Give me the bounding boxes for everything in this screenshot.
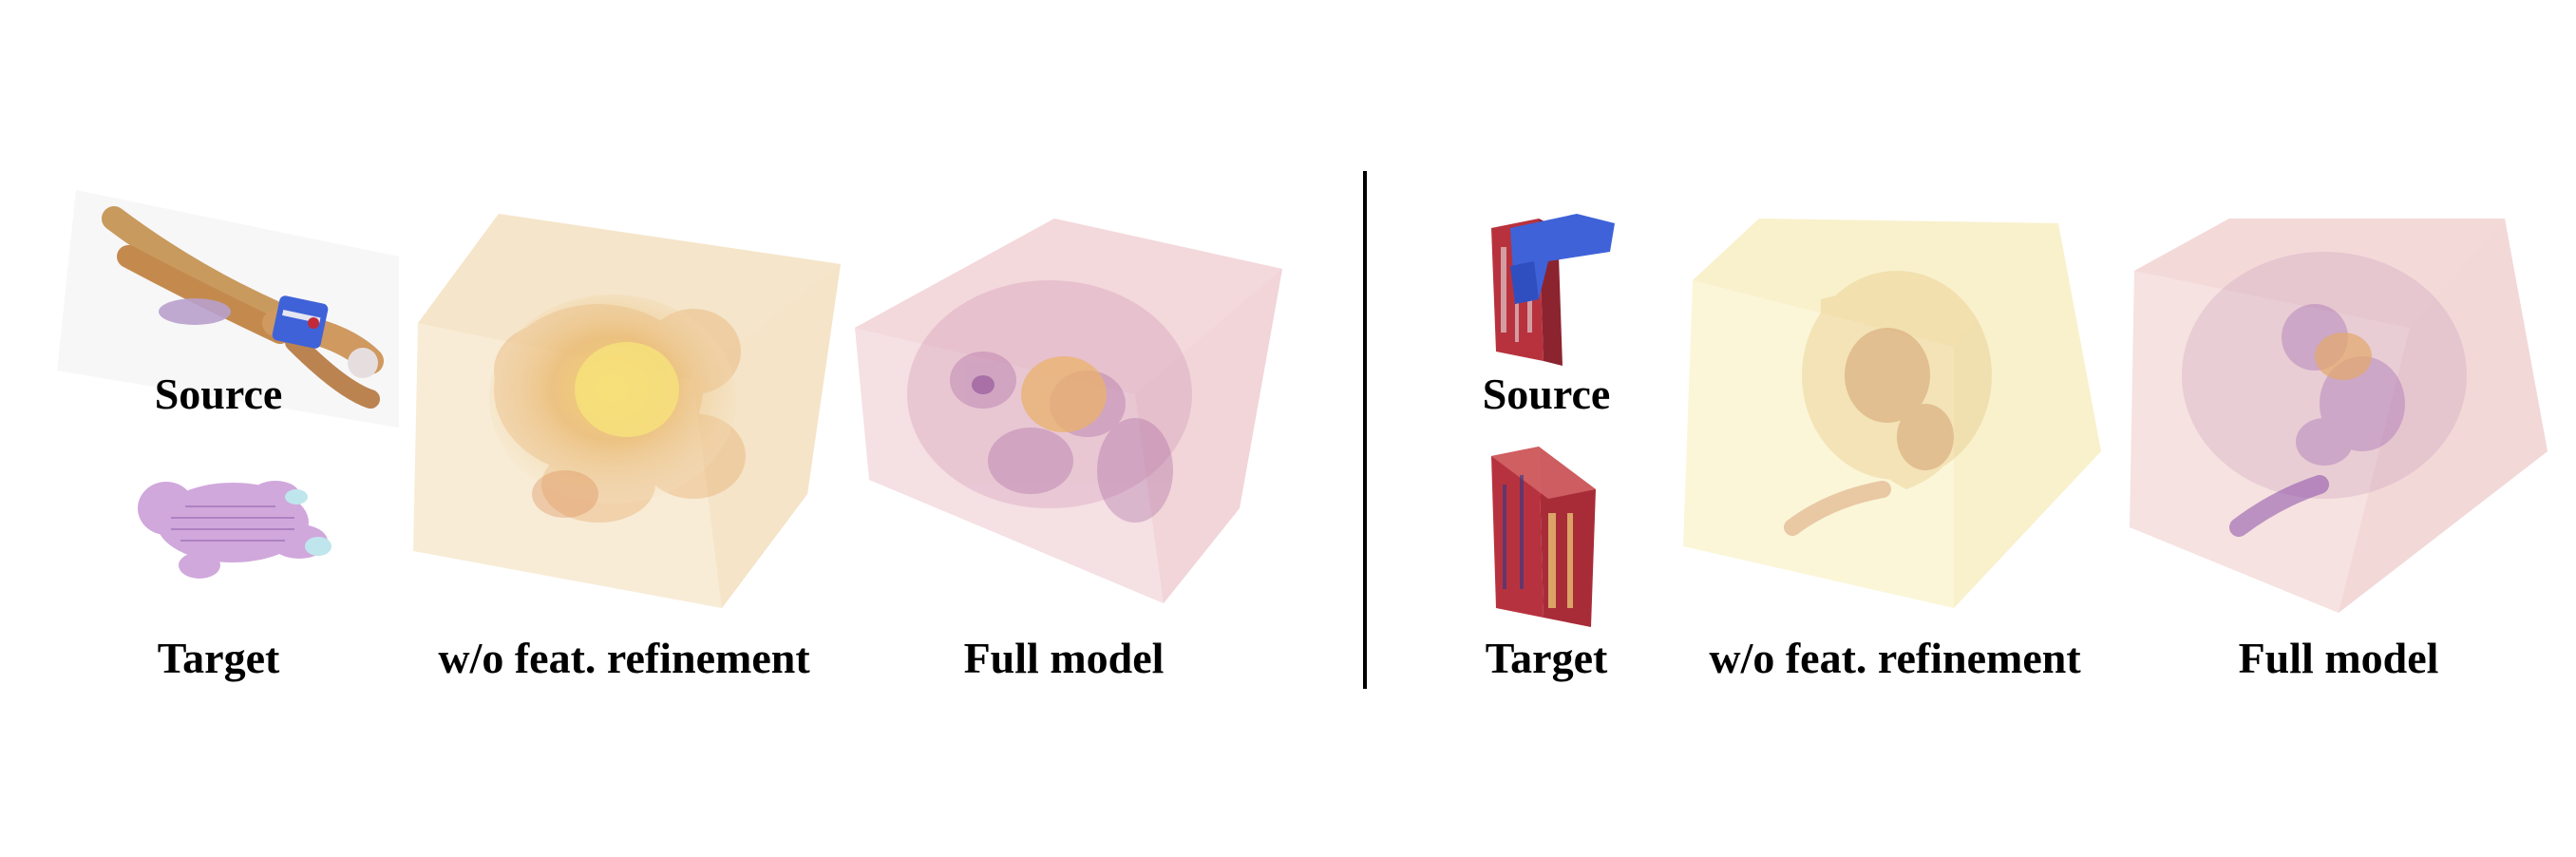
left-source-pointcloud — [57, 171, 418, 428]
left-full-model-cube — [850, 214, 1287, 613]
left-ablation-cube — [408, 209, 845, 618]
right-full-model-cube — [2125, 214, 2552, 613]
right-ablation-cube — [1678, 214, 2106, 613]
left-target-label: Target — [157, 634, 280, 682]
right-ablation-label: w/o feat. refinement — [1709, 634, 2081, 682]
right-full-model-label: Full model — [2238, 634, 2439, 682]
panel-divider — [1363, 171, 1367, 689]
right-comparison-panel: Source Target — [1368, 0, 2576, 857]
left-source-label: Source — [154, 370, 283, 418]
right-source-pointcloud — [1482, 209, 1624, 371]
right-target-pointcloud — [1482, 437, 1624, 627]
right-target-label: Target — [1485, 634, 1608, 682]
right-source-label: Source — [1482, 370, 1611, 418]
left-ablation-label: w/o feat. refinement — [438, 634, 810, 682]
left-comparison-panel: Source Target — [57, 171, 1287, 682]
left-full-model-label: Full model — [963, 634, 1165, 682]
left-target-pointcloud — [133, 451, 342, 594]
